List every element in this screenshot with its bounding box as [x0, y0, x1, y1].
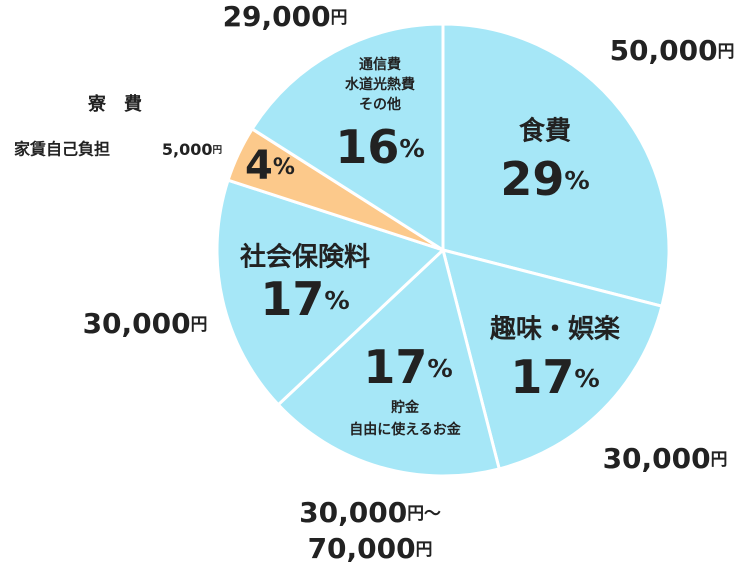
amount-label: 5,000円 — [162, 140, 222, 159]
amount-label-number: 70,000 — [308, 532, 416, 565]
percent-label: 17% — [510, 350, 599, 404]
percent-label: 4% — [245, 143, 295, 189]
amount-label: 30,000円 — [83, 307, 208, 340]
amount-label-number: 50,000 — [610, 34, 718, 67]
annotation: 家賃自己負担 — [14, 140, 110, 159]
pie-slice — [440, 247, 664, 471]
slice-name: 自由に使えるお金 — [349, 421, 462, 438]
amount-label-number: 29,000 — [223, 0, 331, 33]
amount-label-number: 30,000 — [83, 307, 191, 340]
amount-label-number: 30,000 — [299, 496, 407, 529]
percent-label-number: 17 — [510, 350, 574, 404]
percent-label-unit: % — [427, 354, 452, 383]
amount-label-unit: 円 — [213, 145, 223, 156]
percent-label: 17% — [260, 272, 349, 326]
pie-slice — [250, 22, 445, 253]
amount-label: 29,000円 — [223, 0, 348, 33]
percent-label: 17% — [363, 340, 452, 394]
percent-label-unit: % — [273, 155, 295, 180]
slice-name: 趣味・娯楽 — [489, 315, 621, 345]
amount-label-unit: 円～ — [407, 503, 441, 523]
slice-name: 水道光熱費 — [345, 76, 415, 93]
pie-slice — [276, 247, 502, 478]
amount-label-unit: 円 — [711, 449, 728, 469]
slice-name: 貯金 — [391, 399, 420, 416]
pie-slice — [441, 22, 671, 309]
percent-label-number: 17 — [363, 340, 427, 394]
amount-label-unit: 円 — [331, 7, 348, 27]
percent-label-unit: % — [324, 286, 349, 315]
percent-label-unit: % — [574, 364, 599, 393]
amount-label: 50,000円 — [610, 34, 735, 67]
percent-label-number: 17 — [260, 272, 324, 326]
percent-label-unit: % — [564, 166, 589, 195]
amount-label-unit: 円 — [191, 314, 208, 334]
pie-slice — [215, 178, 446, 407]
amount-label-unit: 円 — [416, 539, 433, 559]
slice-name: 食費 — [519, 116, 571, 147]
percent-label: 16% — [335, 120, 424, 174]
amount-label: 30,000円～ — [299, 496, 441, 529]
amount-label: 70,000円 — [308, 532, 433, 565]
percent-label-number: 29 — [500, 152, 564, 206]
slice-name: 通信費 — [359, 56, 401, 73]
amount-label-number: 5,000 — [162, 140, 213, 159]
amount-label-number: 30,000 — [603, 442, 711, 475]
percent-label-number: 4 — [245, 143, 273, 189]
percent-label-unit: % — [399, 134, 424, 163]
slice-name: 社会保険料 — [240, 242, 370, 273]
percent-label-number: 16 — [335, 120, 399, 174]
slice-name: 寮 費 — [87, 93, 142, 115]
amount-label-unit: 円 — [718, 41, 735, 61]
amount-label: 30,000円 — [603, 442, 728, 475]
percent-label: 29% — [500, 152, 589, 206]
slice-name: その他 — [359, 96, 401, 113]
